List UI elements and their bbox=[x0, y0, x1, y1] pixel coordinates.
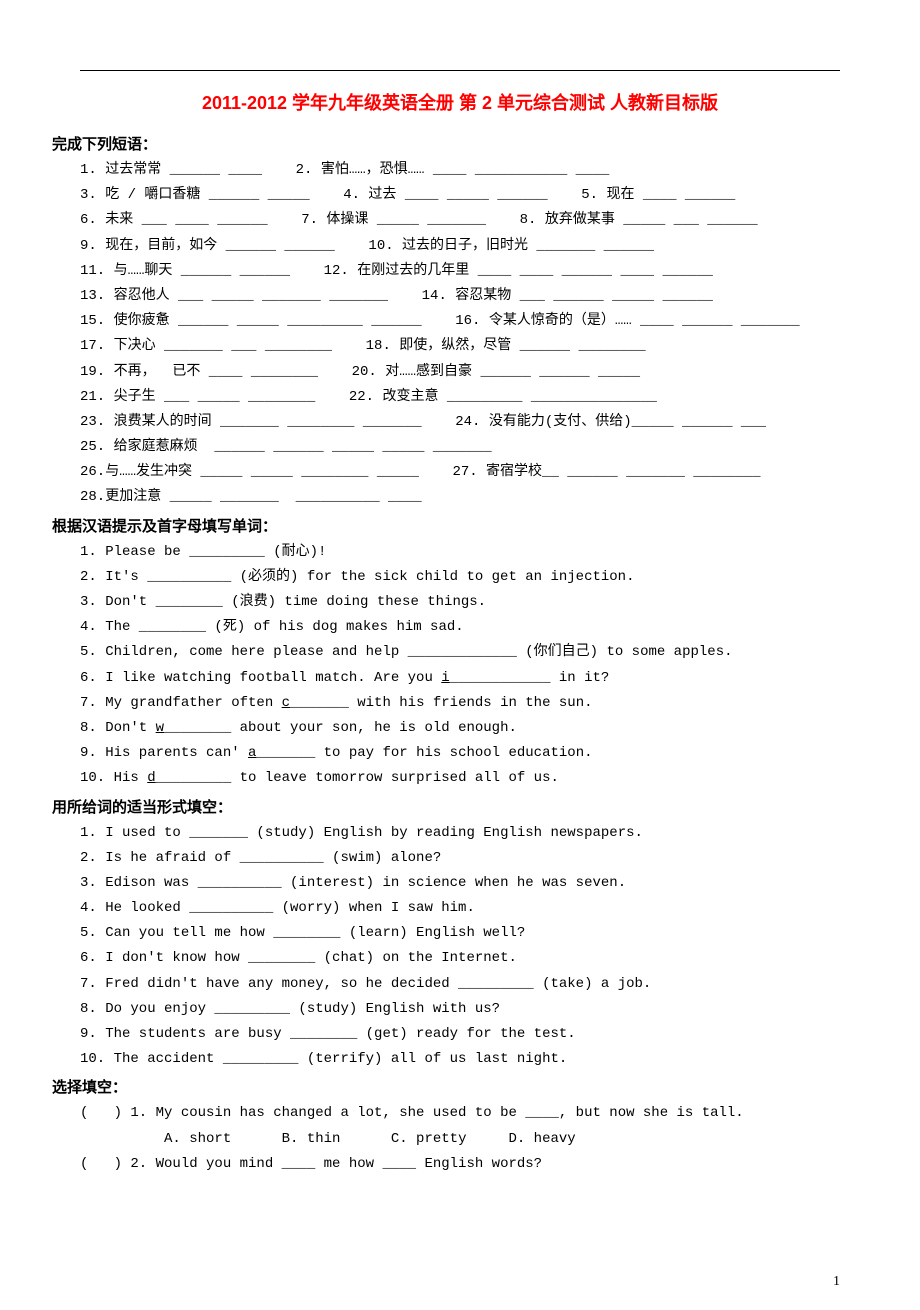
page-number: 1 bbox=[833, 1274, 840, 1290]
list-item: 1. 过去常常 ______ ____ 2. 害怕……，恐惧…… ____ __… bbox=[108, 158, 840, 183]
list-item: 26.与……发生冲突 _____ _____ ________ _____ 27… bbox=[108, 460, 840, 485]
list-item: 8. Don't w________ about your son, he is… bbox=[108, 716, 840, 741]
list-item: 7. My grandfather often c_______ with hi… bbox=[108, 691, 840, 716]
list-item: 9. His parents can' a_______ to pay for … bbox=[108, 741, 840, 766]
list-item: ( ) 2. Would you mind ____ me how ____ E… bbox=[108, 1152, 840, 1177]
list-item: 2. It's __________ (必须的) for the sick ch… bbox=[108, 565, 840, 590]
list-item: 15. 使你疲惫 ______ _____ _________ ______ 1… bbox=[108, 309, 840, 334]
list-item: 3. Don't ________ (浪费) time doing these … bbox=[108, 590, 840, 615]
list-item: 4. The ________ (死) of his dog makes him… bbox=[108, 615, 840, 640]
list-item: 9. The students are busy ________ (get) … bbox=[108, 1022, 840, 1047]
list-item: 10. The accident _________ (terrify) all… bbox=[108, 1047, 840, 1072]
list-item: 9. 现在，目前，如今 ______ ______ 10. 过去的日子，旧时光 … bbox=[108, 234, 840, 259]
list-item: 7. Fred didn't have any money, so he dec… bbox=[108, 972, 840, 997]
section-header-choice: 选择填空： bbox=[52, 1076, 840, 1097]
phrases-list: 1. 过去常常 ______ ____ 2. 害怕……，恐惧…… ____ __… bbox=[80, 158, 840, 511]
list-item: 28.更加注意 _____ _______ __________ ____ bbox=[108, 485, 840, 510]
list-item: A. short B. thin C. pretty D. heavy bbox=[108, 1127, 840, 1152]
list-item: 1. I used to _______ (study) English by … bbox=[108, 821, 840, 846]
wordform-list: 1. I used to _______ (study) English by … bbox=[80, 821, 840, 1073]
list-item: 3. Edison was __________ (interest) in s… bbox=[108, 871, 840, 896]
list-item: 10. His d_________ to leave tomorrow sur… bbox=[108, 766, 840, 791]
list-item: 11. 与……聊天 ______ ______ 12. 在刚过去的几年里 ___… bbox=[108, 259, 840, 284]
list-item: 17. 下决心 _______ ___ ________ 18. 即使，纵然，尽… bbox=[108, 334, 840, 359]
underlined-letter: d bbox=[147, 770, 155, 786]
list-item: 2. Is he afraid of __________ (swim) alo… bbox=[108, 846, 840, 871]
list-item: 5. Can you tell me how ________ (learn) … bbox=[108, 921, 840, 946]
list-item: 19. 不再， 已不 ____ ________ 20. 对……感到自豪 ___… bbox=[108, 360, 840, 385]
list-item: 6. I don't know how ________ (chat) on t… bbox=[108, 946, 840, 971]
list-item: 21. 尖子生 ___ _____ ________ 22. 改变主意 ____… bbox=[108, 385, 840, 410]
underlined-letter: c bbox=[282, 695, 290, 711]
underlined-letter: w bbox=[156, 720, 164, 736]
document-title: 2011-2012 学年九年级英语全册 第 2 单元综合测试 人教新目标版 bbox=[80, 89, 840, 115]
fillword-list: 1. Please be _________ (耐心)!2. It's ____… bbox=[80, 540, 840, 792]
top-rule bbox=[80, 70, 840, 71]
list-item: 1. Please be _________ (耐心)! bbox=[108, 540, 840, 565]
list-item: 4. He looked __________ (worry) when I s… bbox=[108, 896, 840, 921]
section-header-wordform: 用所给词的适当形式填空： bbox=[52, 796, 840, 817]
section-header-fillword: 根据汉语提示及首字母填写单词： bbox=[52, 515, 840, 536]
underlined-letter: i bbox=[441, 670, 449, 686]
list-item: 6. 未来 ___ ____ ______ 7. 体操课 _____ _____… bbox=[108, 208, 840, 233]
list-item: 13. 容忍他人 ___ _____ _______ _______ 14. 容… bbox=[108, 284, 840, 309]
list-item: 5. Children, come here please and help _… bbox=[108, 640, 840, 665]
list-item: 3. 吃 / 嚼口香糖 ______ _____ 4. 过去 ____ ____… bbox=[108, 183, 840, 208]
list-item: 25. 给家庭惹麻烦 ______ ______ _____ _____ ___… bbox=[108, 435, 840, 460]
underlined-letter: a bbox=[248, 745, 256, 761]
list-item: 8. Do you enjoy _________ (study) Englis… bbox=[108, 997, 840, 1022]
list-item: 23. 浪费某人的时间 _______ ________ _______ 24.… bbox=[108, 410, 840, 435]
choice-list: ( ) 1. My cousin has changed a lot, she … bbox=[80, 1101, 840, 1177]
list-item: ( ) 1. My cousin has changed a lot, she … bbox=[108, 1101, 840, 1126]
list-item: 6. I like watching football match. Are y… bbox=[108, 666, 840, 691]
section-header-phrases: 完成下列短语： bbox=[52, 133, 840, 154]
